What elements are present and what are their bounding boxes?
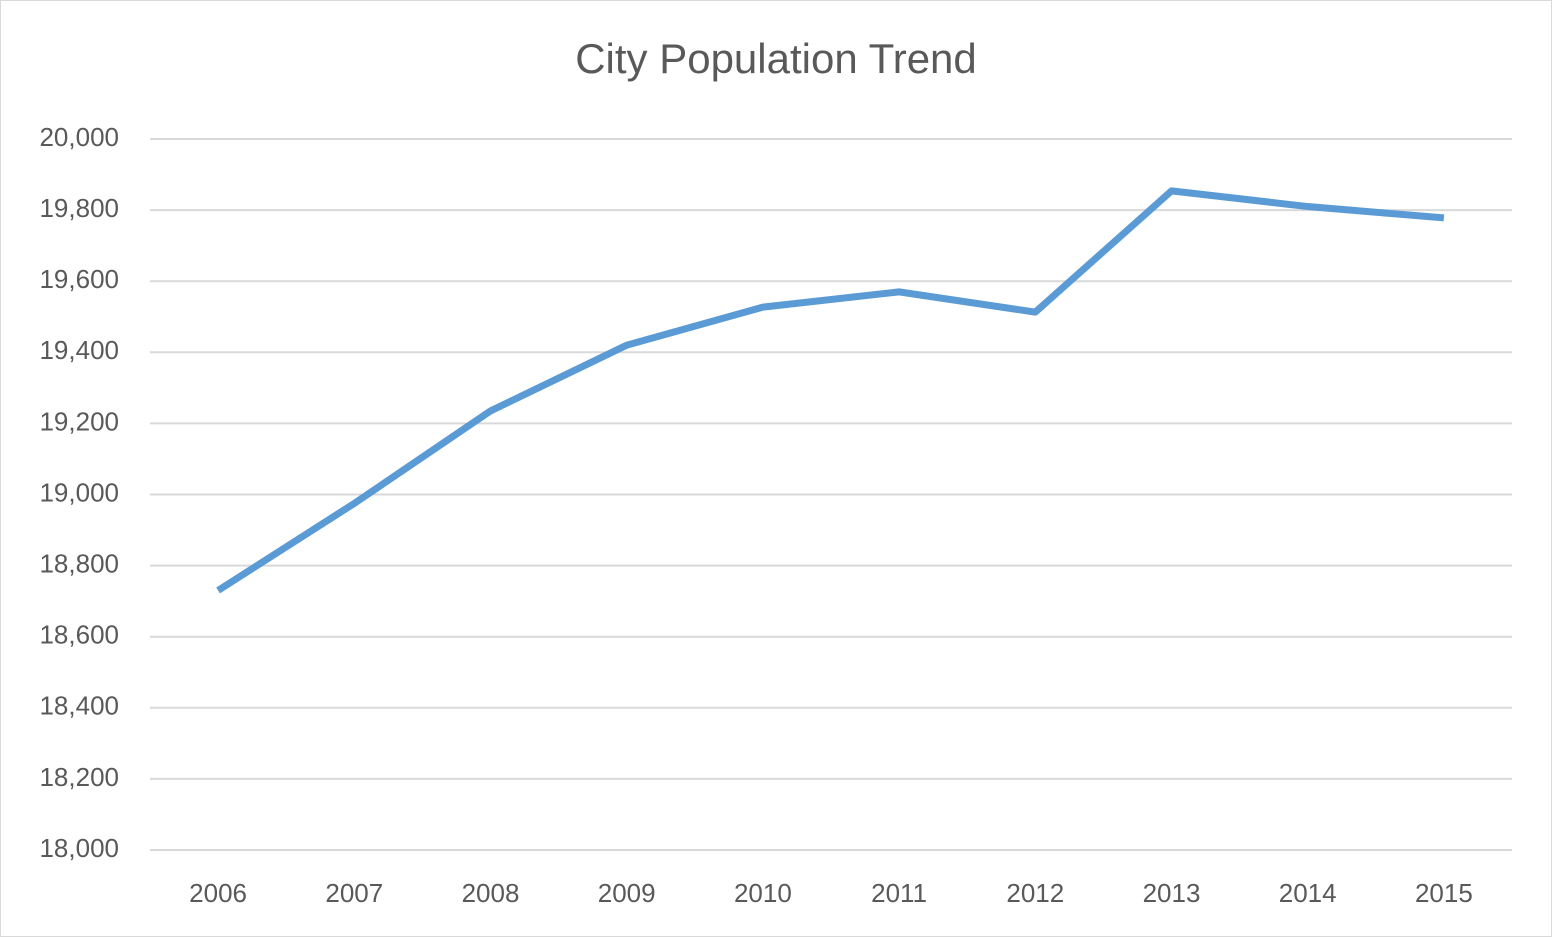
x-tick-label: 2011	[871, 878, 927, 908]
y-tick-label: 20,000	[39, 122, 119, 152]
x-tick-label: 2006	[189, 878, 247, 908]
x-tick-label: 2015	[1415, 878, 1473, 908]
x-tick-label: 2012	[1006, 878, 1064, 908]
x-tick-label: 2009	[598, 878, 656, 908]
y-tick-label: 18,600	[39, 620, 119, 650]
y-tick-label: 19,600	[39, 264, 119, 294]
x-tick-label: 2013	[1143, 878, 1201, 908]
x-tick-label: 2014	[1279, 878, 1337, 908]
y-tick-label: 19,000	[39, 477, 119, 507]
x-tick-label: 2008	[462, 878, 520, 908]
x-tick-label: 2010	[734, 878, 792, 908]
y-tick-label: 19,400	[39, 335, 119, 365]
y-tick-label: 18,000	[39, 833, 119, 863]
y-tick-label: 19,200	[39, 406, 119, 436]
data-line	[216, 187, 1445, 594]
y-tick-label: 18,800	[39, 548, 119, 578]
y-tick-label: 19,800	[39, 193, 119, 223]
chart-title: City Population Trend	[575, 35, 977, 82]
y-tick-label: 18,400	[39, 691, 119, 721]
y-tick-label: 18,200	[39, 762, 119, 792]
x-tick-label: 2007	[325, 878, 383, 908]
